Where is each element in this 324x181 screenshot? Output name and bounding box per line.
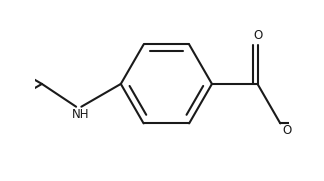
Text: NH: NH <box>72 108 89 121</box>
Text: O: O <box>282 124 291 137</box>
Text: O: O <box>253 29 262 42</box>
